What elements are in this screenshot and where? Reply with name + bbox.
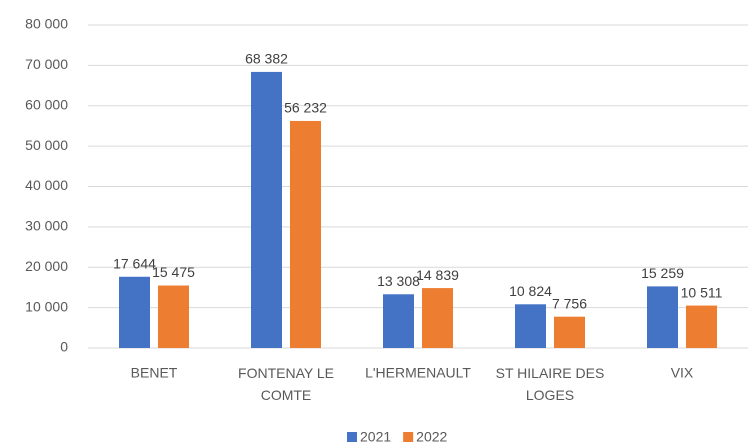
data-label: 13 308 xyxy=(377,273,420,289)
data-label: 15 259 xyxy=(641,265,684,281)
data-label: 10 824 xyxy=(509,283,552,299)
y-tick-label: 0 xyxy=(60,339,68,355)
y-tick-label: 20 000 xyxy=(25,258,68,274)
legend-label: 2022 xyxy=(416,429,447,445)
y-tick-label: 80 000 xyxy=(25,16,68,32)
bar xyxy=(515,304,546,348)
data-label: 14 839 xyxy=(416,267,459,283)
y-tick-label: 10 000 xyxy=(25,298,68,314)
y-tick-label: 40 000 xyxy=(25,177,68,193)
data-label: 17 644 xyxy=(113,255,156,271)
x-tick-label: ST HILAIRE DES LOGES xyxy=(496,365,605,403)
legend-label: 2021 xyxy=(360,429,391,445)
legend-swatch xyxy=(347,432,357,442)
data-label: 56 232 xyxy=(284,100,327,116)
bar xyxy=(383,294,414,348)
bar xyxy=(119,276,150,348)
data-label: 68 382 xyxy=(245,51,288,67)
y-tick-label: 60 000 xyxy=(25,96,68,112)
y-tick-label: 30 000 xyxy=(25,218,68,234)
bar xyxy=(290,120,321,348)
data-label: 10 511 xyxy=(681,284,723,300)
x-tick-label: BENET xyxy=(131,365,178,381)
x-tick-label: FONTENAY LE COMTE xyxy=(238,365,334,403)
y-tick-label: 70 000 xyxy=(25,56,68,72)
bar xyxy=(422,288,453,348)
x-tick-label: VIX xyxy=(671,365,694,381)
bar xyxy=(554,316,585,348)
legend-swatch xyxy=(403,432,414,442)
bar xyxy=(158,285,189,348)
bar xyxy=(647,286,678,348)
x-tick-label: L'HERMENAULT xyxy=(365,365,471,381)
y-tick-label: 50 000 xyxy=(25,137,68,153)
bar xyxy=(251,71,282,348)
data-label: 15 475 xyxy=(152,264,195,280)
bar xyxy=(686,305,717,348)
data-label: 7 756 xyxy=(552,295,587,311)
